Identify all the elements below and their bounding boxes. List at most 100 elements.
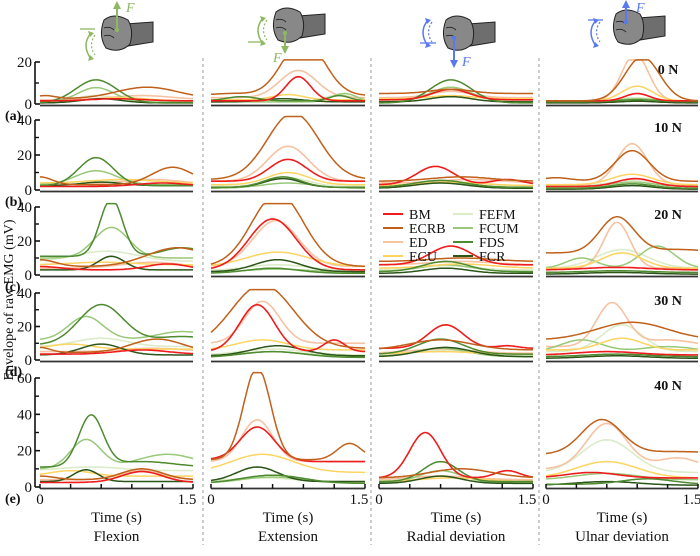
x-tick-label: 1.5 — [683, 492, 700, 508]
series-ecrb — [210, 115, 366, 180]
series-ecu — [211, 93, 365, 101]
series-ecrb — [379, 176, 534, 182]
fist-shape — [442, 15, 475, 51]
x-tick-label: 1.5 — [350, 492, 369, 508]
series-fefm — [546, 324, 698, 353]
series-fds — [39, 79, 193, 104]
rotation-arrowhead — [88, 31, 94, 37]
column-title: Extension — [258, 529, 318, 545]
legend-label-ed: ED — [409, 236, 428, 251]
panel-flexion-1 — [39, 156, 194, 193]
series-ecrb — [379, 257, 534, 263]
force-point — [114, 27, 120, 33]
series-fcr — [546, 184, 698, 190]
series-ed — [545, 422, 699, 470]
series-fcum — [40, 226, 193, 259]
y-tick-label: 0 — [25, 183, 33, 199]
series-ed — [546, 301, 699, 348]
y-tick-label: 40 — [17, 200, 32, 216]
series-fds — [39, 156, 193, 187]
force-point — [451, 35, 457, 41]
series-fcr — [379, 475, 533, 485]
series-bm — [210, 218, 365, 271]
y-tick-label: 20 — [17, 148, 32, 164]
rotation-icon — [422, 18, 433, 48]
series-ecrb — [545, 321, 699, 340]
y-tick-label: 40 — [17, 407, 32, 423]
x-axis-label: Time (s) — [431, 510, 482, 526]
panel-flexion-3 — [39, 303, 194, 363]
panel-ulnar-0 — [546, 59, 699, 107]
column-title: Flexion — [94, 529, 140, 545]
series-ecrb — [210, 288, 365, 349]
legend-label-fcum: FCUM — [479, 222, 519, 237]
force-label: 20 N — [654, 208, 682, 223]
series-ecrb — [378, 468, 534, 479]
panel-radial-2 — [378, 245, 534, 278]
panel-radial-3 — [378, 324, 534, 363]
column-title: Ulnar deviation — [575, 529, 669, 545]
panel-radial-4: 0 1.5 Time (s) Radial deviation — [375, 431, 536, 545]
legend-label-fefm: FEFM — [479, 208, 516, 223]
series-ecrb — [39, 166, 194, 186]
arrow-head — [113, 1, 121, 9]
arrow-head — [281, 46, 289, 54]
force-arrow-up-icon — [622, 0, 630, 25]
series-ecrb — [545, 149, 698, 182]
radial-hand-icon — [442, 15, 496, 51]
panel-extension-1 — [210, 115, 366, 193]
panel-ulnar-3 — [545, 301, 699, 363]
force-label: 40 N — [654, 379, 682, 394]
series-ecrb — [546, 216, 699, 254]
series-fcr — [211, 98, 365, 103]
row-1: 0 20 40 (b) 10 N — [5, 113, 698, 210]
series-bm — [40, 349, 194, 355]
series-ecu — [39, 469, 193, 477]
series-bm — [546, 266, 698, 271]
legend-label-ecrb: ECRB — [409, 222, 446, 237]
panel-letter: (e) — [5, 492, 21, 507]
series-fefm — [39, 337, 193, 348]
series-ed — [379, 178, 533, 184]
y-axis-label: Envelope of raw EMG (mV) — [2, 219, 17, 380]
series-fds — [379, 460, 533, 483]
panel-extension-3 — [210, 288, 366, 363]
x-tick-label: 0 — [36, 492, 44, 508]
series-bm — [378, 431, 534, 479]
series-fds — [39, 303, 194, 345]
rotation-icon — [85, 31, 96, 61]
series-fcum — [545, 245, 699, 269]
force-symbol: F — [125, 1, 135, 16]
x-tick-label: 0 — [207, 492, 215, 508]
finger-lines — [275, 18, 287, 31]
hand-icons: F F F F — [80, 0, 666, 70]
series-ecu — [546, 337, 698, 351]
series-ecu — [379, 263, 533, 269]
series-ecrb — [210, 59, 366, 96]
y-tick-label: 0 — [25, 268, 33, 284]
rotation-arrowhead — [88, 55, 94, 61]
series-fcr — [210, 345, 365, 357]
force-label: 10 N — [654, 121, 682, 136]
panel-letter: (a) — [5, 109, 22, 124]
series-bm — [210, 303, 366, 353]
series-fds — [210, 94, 366, 102]
series-bm — [211, 158, 365, 182]
legend-label-ecu: ECU — [409, 250, 437, 265]
series-fefm — [545, 439, 698, 474]
force-symbol: F — [461, 55, 471, 70]
rotation-arrowhead — [425, 18, 431, 24]
legend-label-bm: BM — [409, 208, 431, 223]
row-4: 0 20 40 60 (e) 40 N 0 1.5 Time (s) Flexion 0 1.5 Tim… — [5, 371, 700, 545]
y-tick-label: 60 — [17, 371, 32, 387]
force-symbol: F — [272, 51, 282, 66]
series-fcr — [545, 355, 699, 360]
y-tick-label: 20 — [17, 320, 32, 336]
panel-ulnar-1 — [545, 142, 698, 193]
x-tick-label: 0 — [375, 492, 383, 508]
series-fcum — [39, 438, 194, 470]
force-arrow-up-icon — [113, 1, 121, 33]
series-fds — [378, 179, 533, 189]
fist-shape — [612, 9, 645, 45]
series-ed — [40, 94, 194, 101]
